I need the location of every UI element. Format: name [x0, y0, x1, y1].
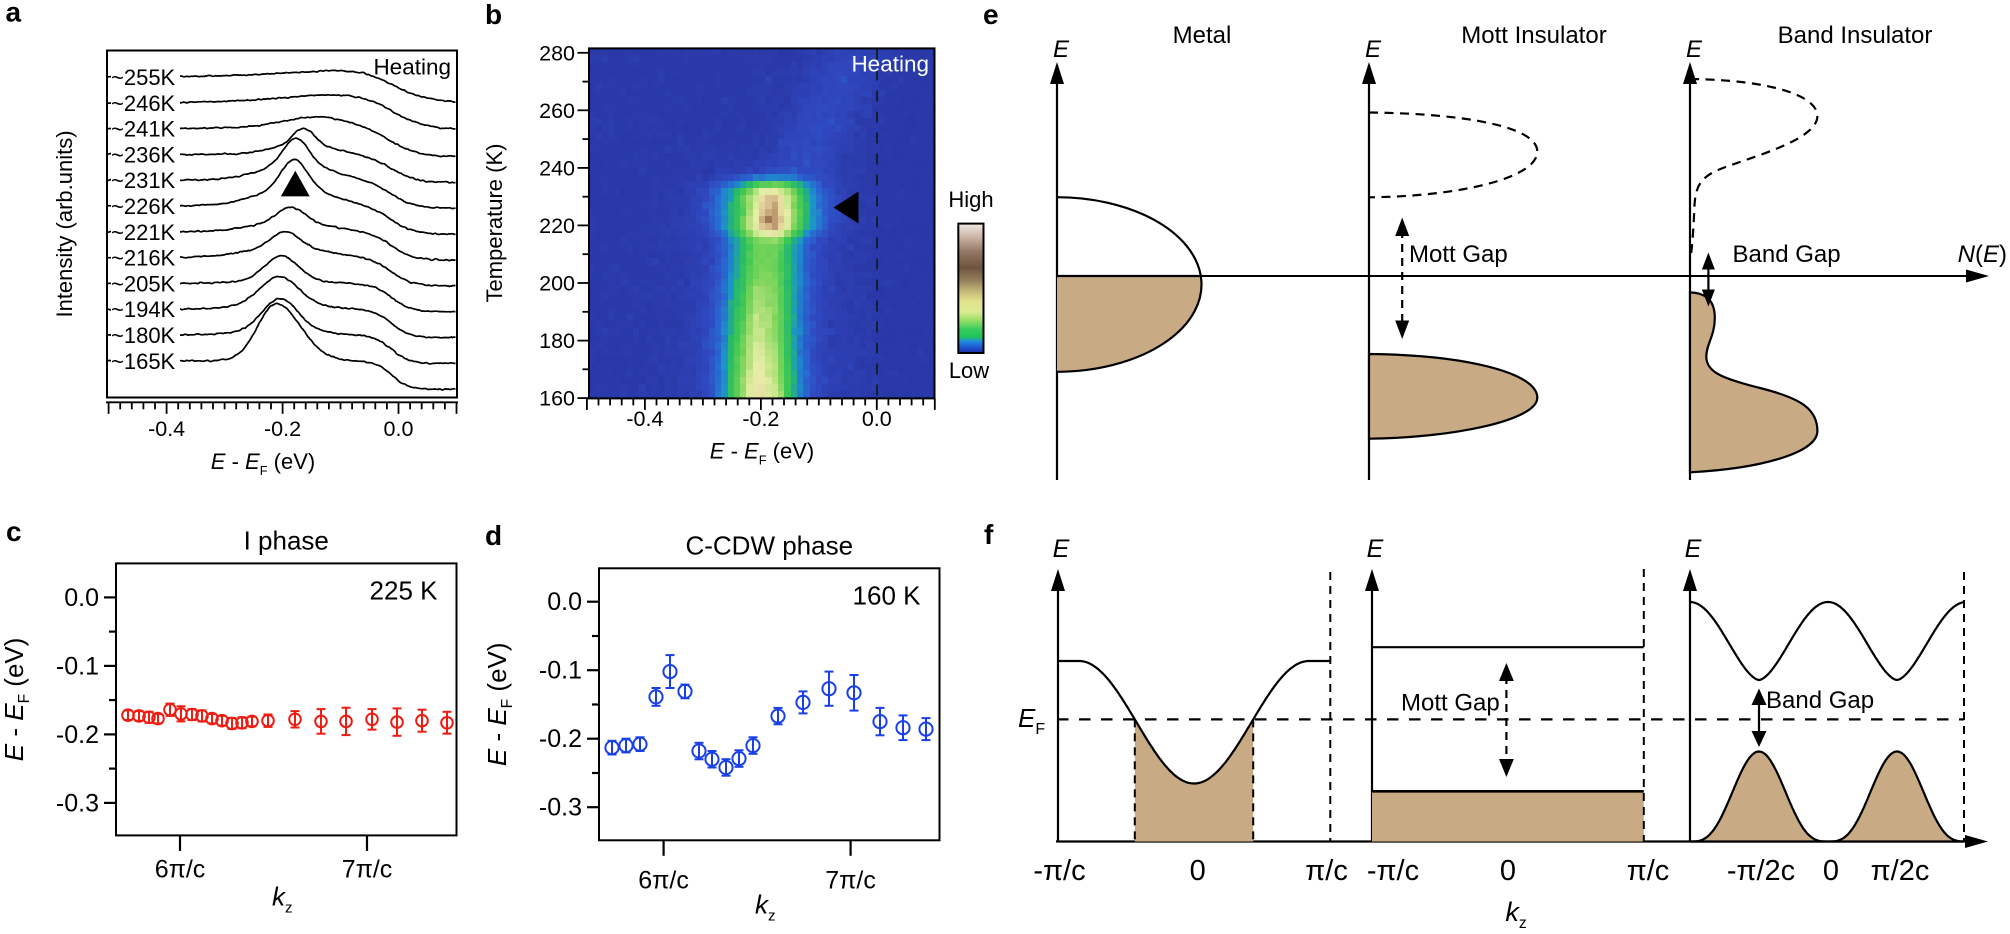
svg-text:7π/c: 7π/c: [342, 855, 393, 883]
svg-text:Metal: Metal: [1173, 22, 1232, 49]
svg-text:E: E: [1686, 36, 1703, 63]
svg-text:E: E: [1367, 535, 1384, 563]
svg-text:-0.1: -0.1: [539, 657, 582, 685]
svg-text:-0.4: -0.4: [626, 407, 663, 431]
svg-text:-0.4: -0.4: [148, 417, 185, 441]
svg-text:π/c: π/c: [1305, 855, 1348, 887]
svg-text:260: 260: [539, 99, 575, 123]
svg-text:E: E: [1365, 36, 1382, 63]
svg-text:π/2c: π/2c: [1871, 855, 1930, 887]
svg-text:b: b: [485, 0, 502, 30]
svg-text:~246K: ~246K: [111, 91, 176, 116]
svg-text:220: 220: [539, 214, 575, 238]
svg-text:Band Insulator: Band Insulator: [1778, 22, 1933, 49]
svg-text:~226K: ~226K: [111, 194, 176, 219]
svg-text:0: 0: [1190, 855, 1206, 887]
svg-text:180: 180: [539, 329, 575, 353]
svg-text:0: 0: [1823, 855, 1839, 887]
svg-text:Mott Insulator: Mott Insulator: [1461, 22, 1606, 49]
svg-text:6π/c: 6π/c: [638, 866, 689, 894]
svg-text:-π/2c: -π/2c: [1727, 855, 1795, 887]
svg-text:240: 240: [539, 156, 575, 180]
svg-text:~165K: ~165K: [111, 349, 176, 374]
svg-text:0.0: 0.0: [547, 588, 582, 616]
svg-text:E - EF (eV): E - EF (eV): [482, 642, 516, 766]
svg-text:200: 200: [539, 272, 575, 296]
svg-text:e: e: [983, 0, 999, 30]
svg-text:~216K: ~216K: [111, 246, 176, 271]
svg-text:Mott Gap: Mott Gap: [1401, 690, 1500, 717]
svg-text:-0.1: -0.1: [56, 652, 99, 680]
svg-text:d: d: [485, 520, 502, 551]
svg-text:-π/c: -π/c: [1033, 855, 1085, 887]
svg-text:Temperature (K): Temperature (K): [482, 144, 507, 303]
svg-text:kz: kz: [1505, 897, 1527, 932]
svg-text:~241K: ~241K: [111, 117, 176, 142]
svg-text:-0.2: -0.2: [264, 417, 301, 441]
svg-text:~221K: ~221K: [111, 220, 176, 245]
svg-text:High: High: [948, 187, 993, 212]
svg-text:160: 160: [539, 387, 575, 411]
svg-text:f: f: [984, 519, 994, 550]
svg-text:Band Gap: Band Gap: [1733, 241, 1841, 268]
svg-text:7π/c: 7π/c: [825, 866, 876, 894]
svg-text:225 K: 225 K: [370, 575, 439, 605]
svg-text:0.0: 0.0: [64, 584, 99, 612]
svg-text:~236K: ~236K: [111, 142, 176, 167]
svg-text:0: 0: [1500, 855, 1516, 887]
svg-text:E: E: [1053, 36, 1070, 63]
svg-text:Heating: Heating: [373, 55, 451, 80]
svg-text:Band Gap: Band Gap: [1766, 687, 1874, 714]
svg-text:Intensity (arb.units): Intensity (arb.units): [52, 130, 77, 317]
svg-text:-0.2: -0.2: [539, 725, 582, 753]
svg-text:E: E: [1053, 535, 1070, 563]
svg-text:~231K: ~231K: [111, 168, 176, 193]
svg-text:c: c: [6, 516, 22, 547]
svg-text:Mott Gap: Mott Gap: [1409, 241, 1508, 268]
svg-text:160 K: 160 K: [853, 580, 922, 610]
svg-text:-0.3: -0.3: [56, 789, 99, 817]
svg-text:~205K: ~205K: [111, 271, 176, 296]
svg-text:Low: Low: [949, 358, 989, 383]
svg-text:a: a: [6, 0, 22, 28]
svg-text:~180K: ~180K: [111, 323, 176, 348]
svg-text:I phase: I phase: [244, 525, 329, 555]
svg-text:0.0: 0.0: [862, 407, 892, 431]
svg-text:C-CDW phase: C-CDW phase: [685, 530, 853, 560]
svg-text:-π/c: -π/c: [1367, 855, 1419, 887]
svg-text:Heating: Heating: [851, 52, 929, 77]
svg-text:-0.2: -0.2: [742, 407, 779, 431]
svg-text:N(E): N(E): [1958, 241, 2007, 268]
svg-text:π/c: π/c: [1627, 855, 1670, 887]
svg-text:0.0: 0.0: [384, 417, 414, 441]
svg-text:E: E: [1685, 535, 1702, 563]
svg-text:kz: kz: [755, 889, 776, 924]
svg-text:-0.2: -0.2: [56, 721, 99, 749]
svg-text:~255K: ~255K: [111, 65, 176, 90]
svg-text:280: 280: [539, 41, 575, 65]
svg-text:~194K: ~194K: [111, 297, 176, 322]
svg-text:E - EF (eV): E - EF (eV): [211, 449, 315, 478]
svg-text:6π/c: 6π/c: [155, 855, 206, 883]
svg-text:kz: kz: [272, 881, 293, 916]
svg-text:-0.3: -0.3: [539, 794, 582, 822]
